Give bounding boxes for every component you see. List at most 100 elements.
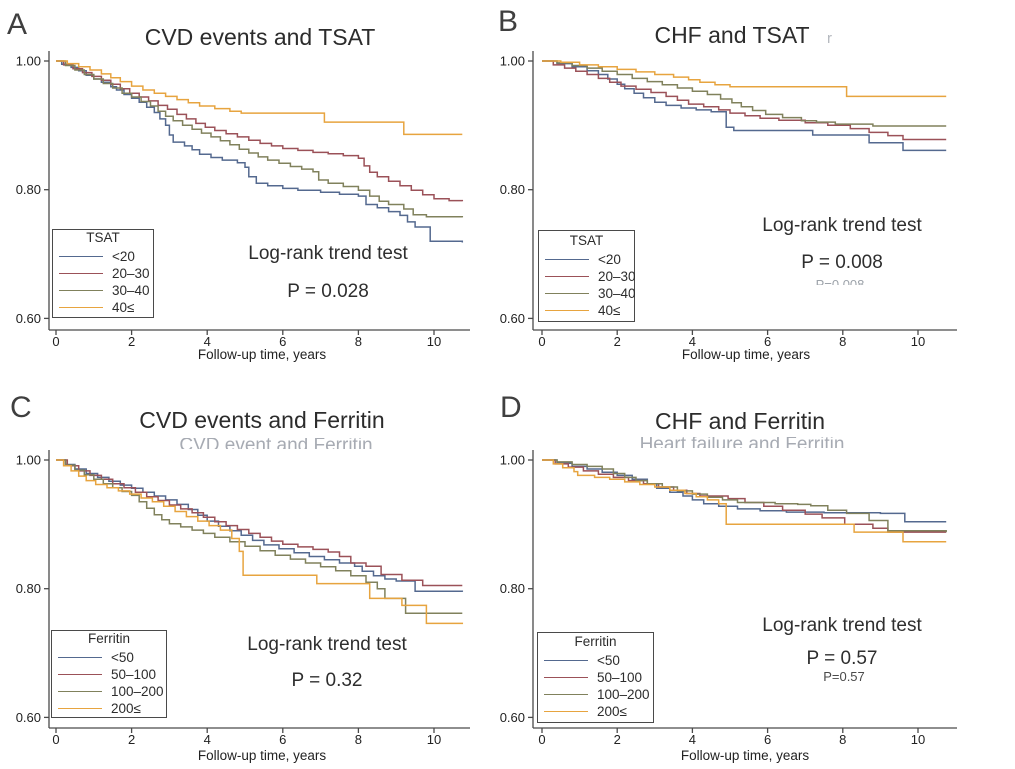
legend-entry: 30–40 — [53, 282, 153, 299]
x-tick-label: 6 — [764, 732, 771, 747]
x-tick-label: 6 — [764, 334, 771, 349]
y-tick-label: 0.80 — [500, 581, 525, 596]
legend-swatch — [58, 673, 102, 675]
x-axis-title: Follow-up time, years — [681, 347, 811, 362]
legend-entry-label: 200≤ — [111, 700, 141, 716]
y-tick-label: 0.60 — [16, 710, 41, 725]
x-tick-label: 0 — [538, 334, 545, 349]
legend-swatch — [59, 290, 103, 291]
panel-title: CVD events and Ferritin — [139, 407, 385, 433]
logrank-label: Log-rank trend test — [247, 634, 407, 655]
legend-entry: <20 — [539, 251, 634, 268]
legend-entry: 200≤ — [538, 703, 653, 720]
legend-swatch — [59, 256, 103, 257]
km-curve-200≤ — [542, 459, 947, 543]
logrank-label: Log-rank trend test — [762, 615, 922, 636]
legend-entry-label: <50 — [597, 653, 620, 668]
x-tick-label: 4 — [689, 334, 696, 349]
km-curve-30–40 — [542, 60, 947, 127]
x-tick-label: 10 — [911, 732, 925, 747]
km-plot: 1.00 0.80 0.60 0 2 4 6 8 10 — [16, 450, 470, 747]
x-tick-label: 2 — [128, 732, 135, 747]
legend-swatch — [544, 677, 588, 678]
x-tick-label: 4 — [204, 732, 211, 747]
x-tick-label: 10 — [427, 732, 441, 747]
legend-swatch — [58, 690, 102, 692]
x-tick-label: 0 — [52, 334, 59, 349]
legend-swatch — [545, 275, 589, 277]
legend-swatch — [58, 707, 102, 709]
legend-entry: 40≤ — [53, 299, 153, 316]
y-tick-label: 0.80 — [16, 581, 41, 596]
legend-swatch — [58, 656, 102, 658]
x-tick-label: 2 — [128, 334, 135, 349]
y-tick-label: 0.60 — [500, 710, 525, 725]
legend-entry-label: 20–30 — [598, 268, 636, 284]
panel-letter: C — [10, 391, 32, 424]
ghost-title: Heart failure and Ferritin — [639, 437, 845, 448]
pvalue-label: P = 0.008 — [801, 252, 883, 273]
x-tick-label: 2 — [614, 732, 621, 747]
km-curve-100–200 — [56, 459, 463, 614]
panel-letter: B — [498, 5, 519, 38]
y-tick-label: 0.60 — [16, 311, 41, 326]
legend-entry: 100–200 — [52, 683, 166, 700]
legend-entry: 50–100 — [538, 669, 653, 686]
panel-chf-tsat: B CHF and TSAT r 1.00 0.80 0.60 0 2 4 6 8 10 TSA… — [490, 0, 1015, 385]
km-curve-<20 — [542, 60, 947, 152]
x-tick-label: 2 — [614, 334, 621, 349]
km-curve-20–30 — [56, 60, 464, 202]
legend-entry-label: 100–200 — [597, 687, 650, 702]
legend-entry: <50 — [52, 649, 166, 666]
panel-letter: A — [7, 8, 28, 41]
y-tick-label: 0.60 — [500, 311, 525, 326]
legend-entry: 100–200 — [538, 686, 653, 703]
y-tick-label: 1.00 — [16, 54, 41, 69]
panel-letter: D — [500, 391, 522, 424]
legend-entry-label: <50 — [111, 649, 134, 665]
legend-entry: <20 — [53, 248, 153, 265]
y-tick-label: 1.00 — [16, 453, 41, 468]
legend-swatch — [545, 258, 589, 260]
legend-entry-label: 200≤ — [597, 704, 627, 719]
legend-rows: <20 20–30 30–40 40≤ — [539, 251, 636, 319]
legend-entry: 50–100 — [52, 666, 166, 683]
y-tick-label: 0.80 — [16, 182, 41, 197]
legend-entry: 200≤ — [52, 700, 166, 717]
x-tick-label: 8 — [839, 334, 846, 349]
x-axis-title: Follow-up time, years — [680, 748, 810, 763]
legend-entry: 20–30 — [53, 265, 153, 282]
legend-swatch — [59, 307, 103, 308]
legend-swatch — [545, 309, 589, 311]
km-curve-40≤ — [56, 60, 463, 136]
panel-chf-ferritin: D CHF and Ferritin Heart failure and Fer… — [490, 385, 1015, 769]
legend-entry-label: 40≤ — [112, 300, 135, 315]
legend-entry-label: 20–30 — [112, 266, 150, 281]
logrank-label: Log-rank trend test — [248, 243, 408, 264]
legend-entry: 30–40 — [539, 285, 636, 302]
panel-title: CHF and TSAT — [654, 22, 810, 48]
km-plot: 1.00 0.80 0.60 0 2 4 6 8 10 — [500, 51, 957, 349]
panel-cvd-events-ferritin: C CVD events and Ferritin CVD event and … — [0, 385, 490, 769]
km-curve-30–40 — [56, 60, 464, 218]
x-tick-label: 6 — [279, 334, 286, 349]
legend-swatch — [544, 711, 588, 712]
legend-entry: 20–30 — [539, 268, 636, 285]
y-tick-label: 0.80 — [500, 182, 525, 197]
legend-entry-label: 100–200 — [111, 683, 164, 699]
y-tick-label: 1.00 — [500, 453, 525, 468]
ghost-pvalue: P=0.008 — [815, 277, 865, 285]
pvalue-label: P = 0.32 — [291, 670, 363, 691]
logrank-label: Log-rank trend test — [762, 215, 922, 236]
legend-entry-label: 40≤ — [598, 302, 621, 318]
legend-entry-label: 30–40 — [598, 285, 636, 301]
legend-swatch — [544, 660, 588, 661]
panel-title: CVD events and TSAT — [144, 24, 376, 50]
km-plot: 1.00 0.80 0.60 0 2 4 6 8 10 — [16, 51, 470, 349]
legend-entry-label: 30–40 — [112, 283, 150, 298]
legend-entry-label: <20 — [598, 251, 621, 267]
pvalue-label: P = 0.028 — [287, 281, 369, 302]
km-curve-20–30 — [542, 60, 947, 141]
x-tick-label: 4 — [689, 732, 696, 747]
